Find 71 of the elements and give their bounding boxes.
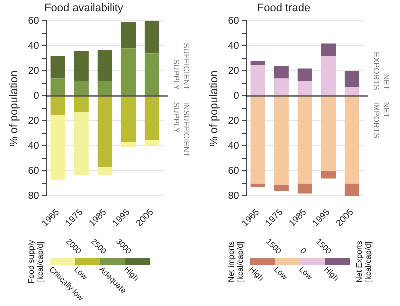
bar xyxy=(74,81,89,96)
bar xyxy=(74,51,89,82)
y-tick-label: 60 xyxy=(228,166,240,177)
bar xyxy=(344,87,360,96)
bar xyxy=(274,184,289,192)
bar xyxy=(250,64,266,96)
bar xyxy=(344,71,360,88)
text: INSUFFICIENT SUPPLY xyxy=(172,102,191,158)
text: NET EXPORTS xyxy=(372,52,391,90)
bar xyxy=(250,184,266,188)
bar xyxy=(144,140,160,145)
bar xyxy=(321,171,336,179)
bar xyxy=(50,96,66,115)
y-tick-label: 60 xyxy=(28,16,40,27)
bar xyxy=(74,112,89,175)
legend-label: Low xyxy=(272,265,290,282)
chart-title: Food trade xyxy=(257,2,311,15)
y-tick-label: 80 xyxy=(228,190,240,202)
y-tick-label: 40 xyxy=(228,40,240,52)
bar xyxy=(298,96,312,184)
text: 0 xyxy=(298,246,308,256)
legend-title: Food supply [kcal/cap/d] xyxy=(27,239,45,286)
bar xyxy=(298,68,312,82)
y-axis-title: % of population xyxy=(208,70,221,147)
bar xyxy=(121,142,136,148)
y-tick-label: 0 xyxy=(234,90,240,102)
bar xyxy=(344,184,360,196)
y-tick-label: 40 xyxy=(28,40,40,52)
y-tick-label: 40 xyxy=(28,140,40,152)
bar xyxy=(298,184,312,194)
y-tick-label: 20 xyxy=(228,66,240,77)
text: NET IMPORTS xyxy=(372,102,391,139)
bar xyxy=(144,54,160,96)
bar xyxy=(74,96,89,112)
bar xyxy=(144,96,160,140)
y-tick-label: 20 xyxy=(28,116,40,127)
bar xyxy=(121,48,136,96)
text: SUFFICIENT SUPPLY xyxy=(172,43,191,91)
bar xyxy=(50,56,66,79)
bar xyxy=(144,21,160,54)
bar xyxy=(321,96,336,172)
y-tick-label: 60 xyxy=(228,16,240,27)
bar xyxy=(98,81,112,96)
y-axis-title: % of population xyxy=(8,70,21,147)
bar xyxy=(274,78,289,96)
bar xyxy=(321,56,336,96)
bar xyxy=(321,44,336,56)
bar xyxy=(98,96,112,168)
text: Net Exports [kcal/cap/d] xyxy=(355,240,373,285)
y-tick-label: 60 xyxy=(28,166,40,177)
bar xyxy=(50,114,66,180)
bar xyxy=(250,61,266,65)
bar xyxy=(298,81,312,96)
bar xyxy=(98,167,112,175)
bar xyxy=(274,66,289,79)
bar xyxy=(50,78,66,96)
y-tick-label: 0 xyxy=(34,90,40,102)
y-tick-label: 20 xyxy=(28,66,40,77)
y-tick-label: 80 xyxy=(28,190,40,202)
bar xyxy=(121,22,136,49)
legend-label: Low xyxy=(72,265,90,282)
legend-label: Low xyxy=(298,265,314,282)
bar xyxy=(344,96,360,184)
bar xyxy=(98,50,112,82)
bar xyxy=(121,96,136,142)
bar xyxy=(274,96,289,185)
y-tick-label: 40 xyxy=(228,140,240,152)
bar xyxy=(250,96,266,184)
chart-title: Food availability xyxy=(44,2,124,15)
legend-title: Net imports [kcal/cap/d] xyxy=(227,240,245,284)
y-tick-label: 20 xyxy=(228,116,240,127)
